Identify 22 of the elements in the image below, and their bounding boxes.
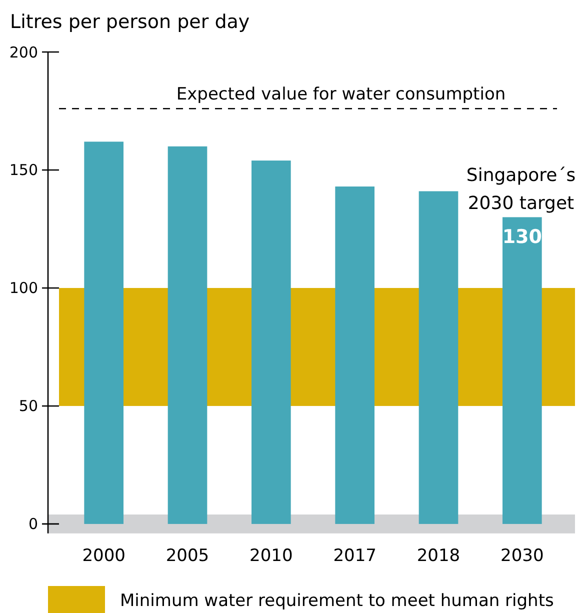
x-tick-label: 2030 <box>500 546 544 566</box>
bar <box>168 146 208 524</box>
legend-label: Minimum water requirement to meet human rights <box>120 591 554 611</box>
bar <box>84 142 124 524</box>
y-tick-label: 50 <box>18 397 38 416</box>
y-axis-title: Litres per person per day <box>10 11 250 33</box>
x-tick-label: 2005 <box>166 546 210 566</box>
bar <box>252 160 291 524</box>
y-tick-label: 150 <box>9 161 38 180</box>
x-tick-label: 2017 <box>333 546 376 566</box>
ref-line-label: Expected value for water consumption <box>176 84 506 105</box>
x-tick-label: 2010 <box>250 546 293 566</box>
annotation: Singapore´s 2030 target <box>466 165 576 214</box>
data-label: 130 <box>502 226 542 248</box>
y-tick-label: 200 <box>9 43 38 62</box>
x-tick-label: 2000 <box>82 546 126 566</box>
y-tick-label: 100 <box>9 279 38 298</box>
bar <box>418 191 458 524</box>
bar <box>502 217 542 524</box>
x-tick-label: 2018 <box>416 546 460 566</box>
y-tick-label: 0 <box>28 515 38 534</box>
bar <box>335 186 374 524</box>
